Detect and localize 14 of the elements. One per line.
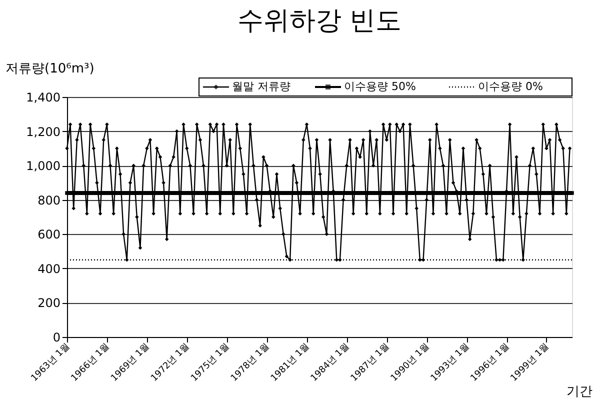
y-tick-label: 600 <box>38 228 60 242</box>
legend-label: 이수용량 50% <box>344 80 416 93</box>
legend-label: 이수용량 0% <box>478 80 543 93</box>
y-tick-label: 1,400 <box>26 90 60 104</box>
legend-label: 월말 저류량 <box>232 80 290 93</box>
y-axis-title: 저류량(10⁶m³) <box>6 62 94 76</box>
y-tick-label: 800 <box>38 193 60 208</box>
x-axis-title: 기간 <box>566 384 592 400</box>
y-tick-label: 1,200 <box>26 124 60 139</box>
y-tick-label: 0 <box>52 330 60 344</box>
y-tick-label: 200 <box>38 296 60 310</box>
y-tick-label: 400 <box>38 262 60 276</box>
chart-title: 수위하강 빈도 <box>237 6 402 36</box>
y-tick-label: 1,000 <box>26 159 60 174</box>
